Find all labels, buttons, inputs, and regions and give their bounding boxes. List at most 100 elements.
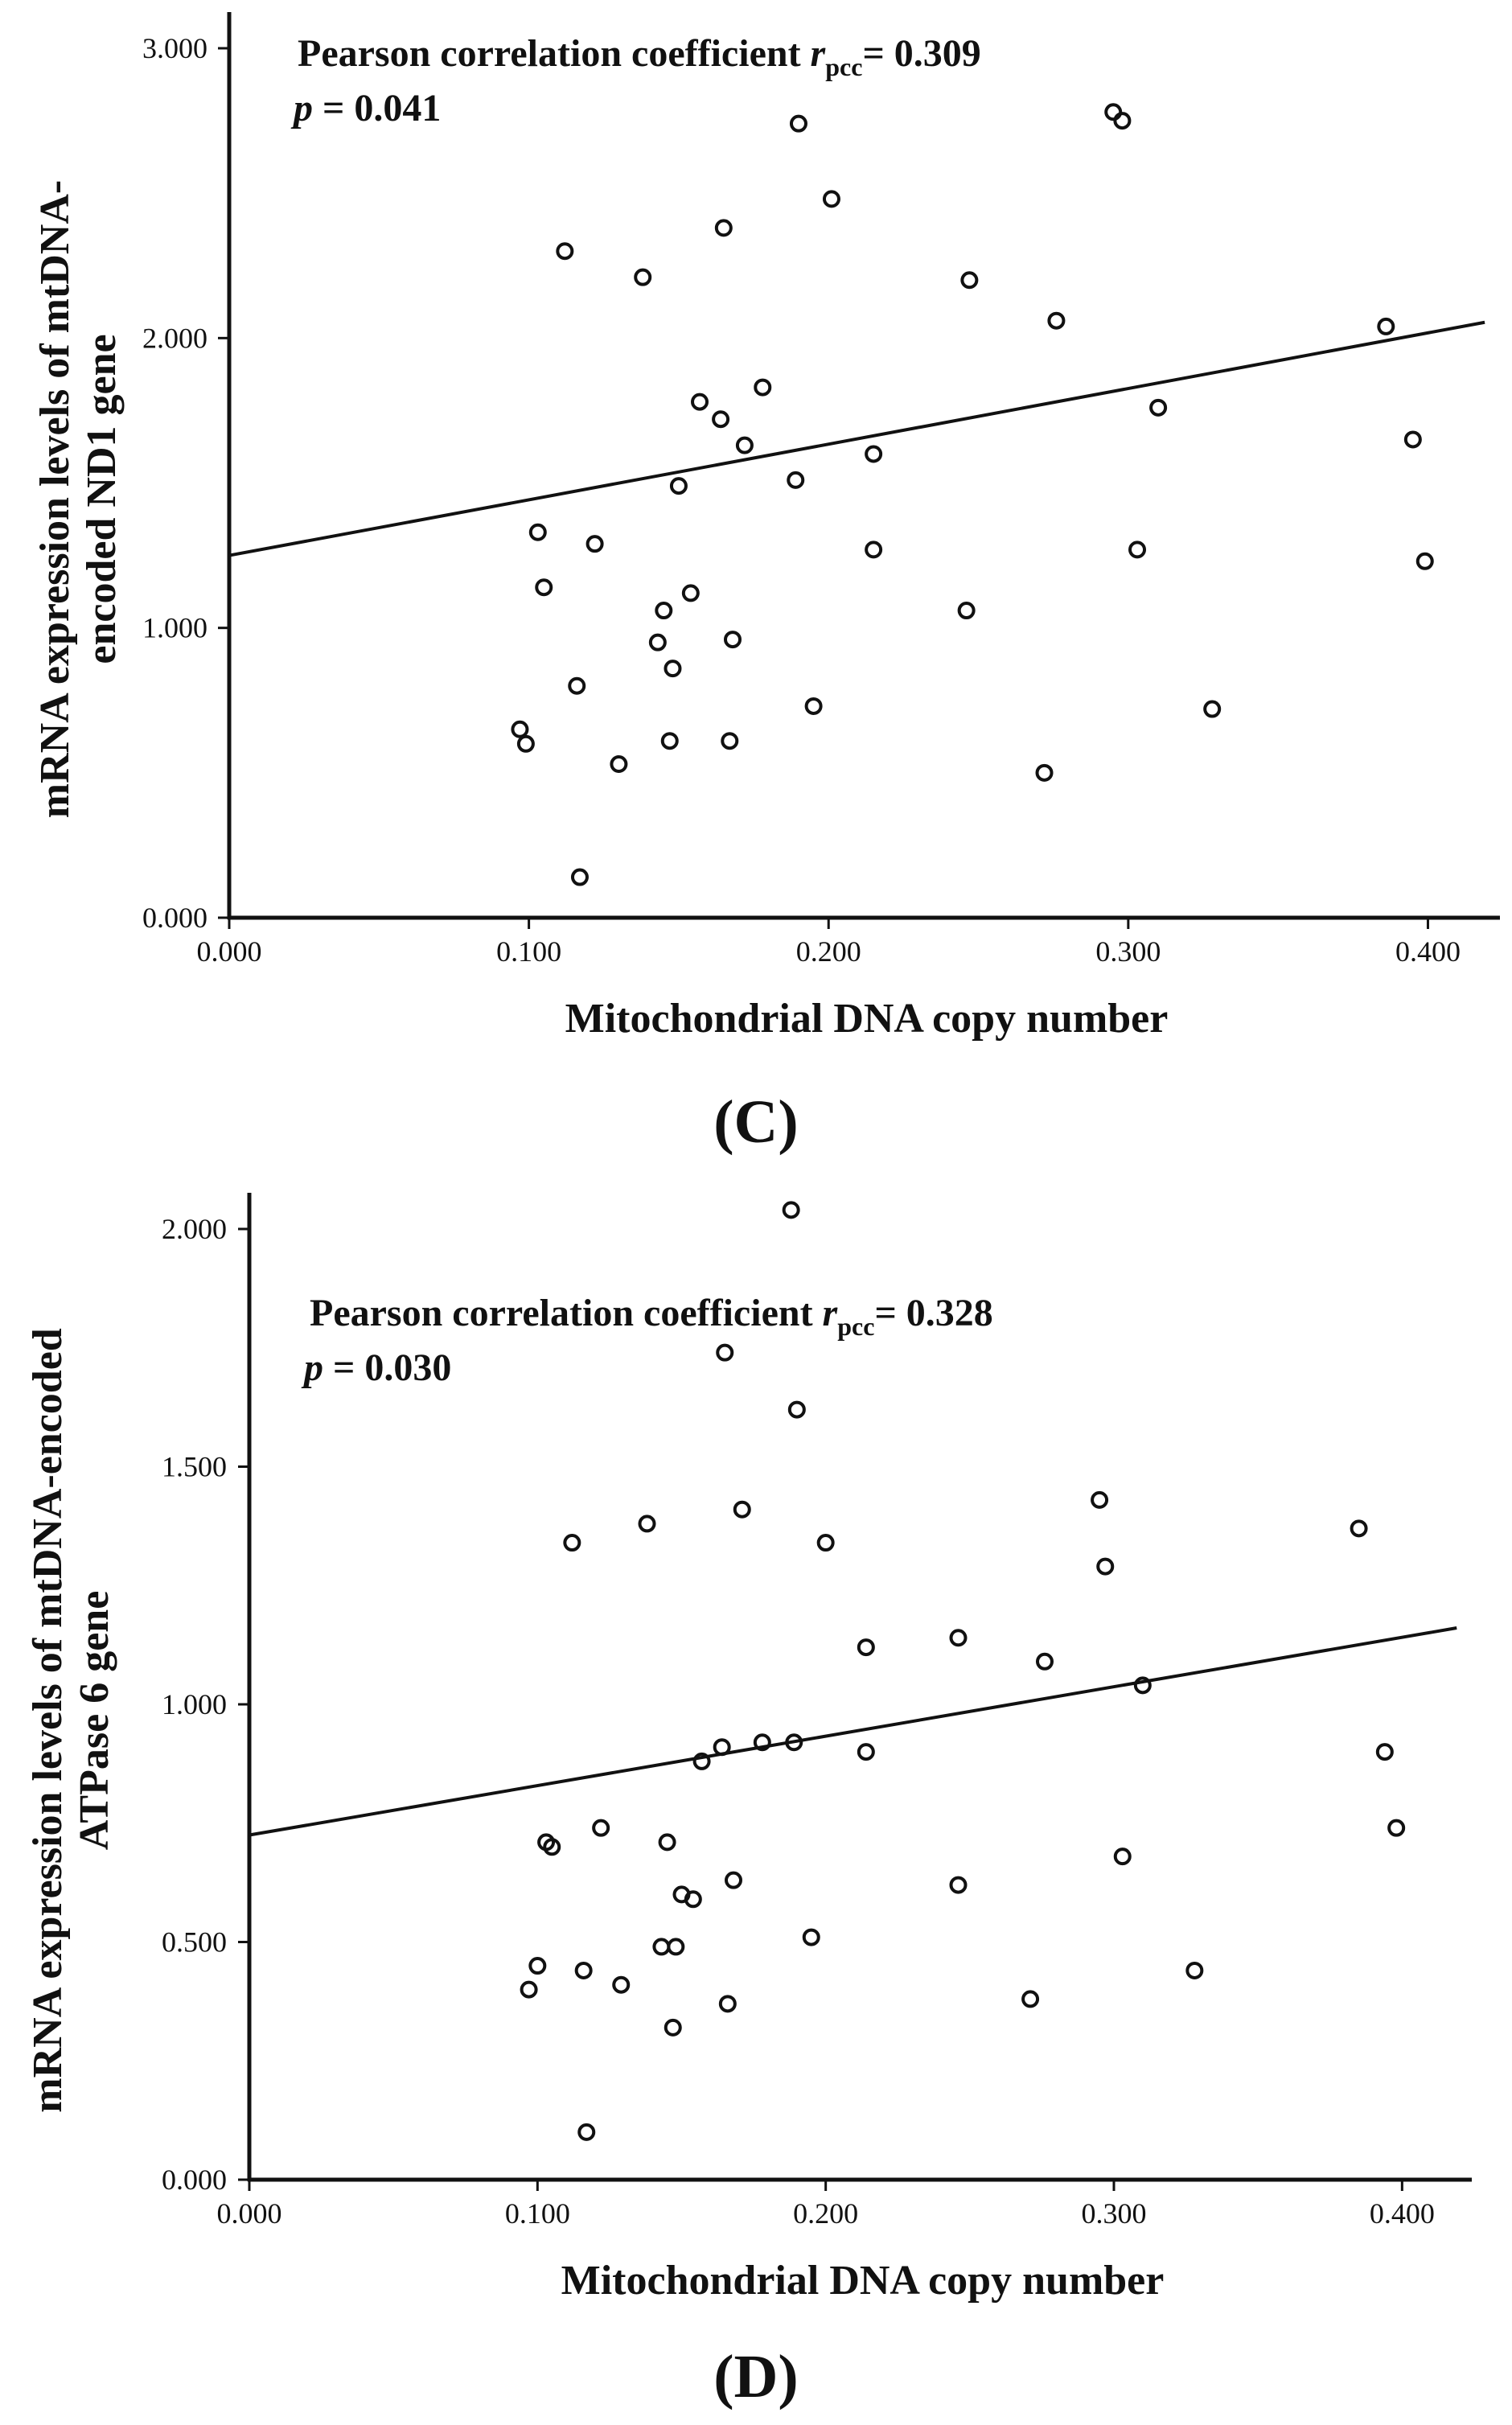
data-point: [949, 1629, 968, 1647]
panel-label: (C): [713, 1088, 799, 1156]
annotation-prefix: Pearson correlation coefficient: [310, 1292, 823, 1334]
correlation-annotation: Pearson correlation coefficient rpcc= 0.…: [298, 32, 981, 81]
data-point: [753, 1733, 771, 1752]
data-point: [1185, 1961, 1204, 1979]
data-point: [543, 1838, 561, 1856]
data-point: [610, 755, 628, 774]
data-point: [960, 271, 979, 290]
r-value: = 0.328: [874, 1292, 992, 1334]
data-point: [638, 1515, 656, 1533]
data-point: [865, 445, 883, 463]
chart-panel-d: 0.000 0.500 1.000 1.500 2.000 0.000 0.100 0.200…: [25, 1193, 1472, 2411]
y-tick-label: 0.000: [162, 2164, 227, 2196]
data-point: [865, 540, 883, 559]
data-point: [692, 1752, 711, 1770]
data-point: [789, 114, 807, 133]
y-axis-title-line: mRNA expression levels of mtDNA-encoded: [25, 1328, 71, 2112]
data-point: [822, 190, 840, 208]
data-point: [664, 2018, 682, 2037]
data-point: [1035, 763, 1054, 782]
r-symbol: r: [811, 32, 827, 75]
data-point: [714, 219, 733, 237]
data-point: [721, 732, 739, 750]
r-symbol: r: [823, 1292, 839, 1334]
data-point: [716, 1343, 734, 1362]
r-subscript: pcc: [837, 1312, 874, 1341]
y-axis-title-line: mRNA expression levels of mtDNA-: [32, 180, 78, 818]
data-point: [718, 1995, 737, 2013]
data-point: [949, 1876, 968, 1894]
data-point: [535, 578, 553, 597]
data-point: [1415, 552, 1434, 570]
x-tick-label: 0.400: [1395, 935, 1461, 968]
y-tick-label: 0.500: [162, 1926, 227, 1958]
data-point: [612, 1975, 631, 1994]
y-axis-title: mRNA expression levels of mtDNA-encoded …: [32, 180, 125, 818]
data-point: [660, 732, 679, 750]
regression-line: [228, 320, 1485, 557]
data-point: [1091, 1490, 1109, 1509]
data-point: [804, 697, 823, 715]
data-point: [658, 1833, 676, 1852]
y-tick-label: 0.000: [142, 902, 207, 934]
data-point: [735, 436, 754, 454]
chart-panel-c: 0.000 1.000 2.000 3.000 0.000 0.100 0.200 0.300…: [32, 12, 1500, 1156]
data-point: [1113, 1848, 1132, 1866]
data-point: [520, 1980, 538, 1999]
data-point: [634, 268, 652, 286]
data-point: [733, 1500, 751, 1519]
data-point: [585, 535, 604, 553]
data-point: [1149, 398, 1168, 417]
regression-line: [249, 1626, 1457, 1837]
panel-label: (D): [713, 2343, 799, 2411]
annotation-prefix: Pearson correlation coefficient: [298, 32, 811, 75]
data-point: [816, 1534, 835, 1552]
x-axis-title: Mitochondrial DNA copy number: [565, 996, 1169, 1042]
data-point: [684, 1890, 702, 1909]
data-point: [787, 471, 805, 489]
data-point: [1128, 540, 1147, 559]
data-point: [857, 1638, 875, 1657]
data-point: [1403, 430, 1422, 449]
data-point: [652, 1938, 671, 1956]
x-tick-label: 0.100: [505, 2197, 570, 2230]
data-point: [669, 477, 688, 495]
p-symbol: p: [290, 87, 313, 129]
data-point: [1021, 1990, 1040, 2008]
data-point: [681, 584, 700, 602]
data-point: [782, 1201, 800, 1219]
data-point: [574, 1961, 593, 1979]
y-tick-label: 1.500: [162, 1451, 227, 1483]
data-point: [568, 676, 586, 695]
data-point: [577, 2123, 596, 2141]
y-tick-label: 2.000: [142, 322, 207, 354]
x-tick-label: 0.400: [1370, 2197, 1435, 2230]
data-point: [957, 602, 976, 620]
x-tick-label: 0.000: [217, 2197, 282, 2230]
data-point: [754, 378, 772, 397]
data-point: [528, 1957, 547, 1975]
data-point: [511, 720, 529, 738]
y-tick-label: 2.000: [162, 1213, 227, 1245]
x-tick-label: 0.200: [796, 935, 861, 968]
x-tick-label: 0.300: [1095, 935, 1161, 968]
data-point: [857, 1743, 875, 1761]
data-point: [725, 1871, 742, 1889]
data-point: [667, 1938, 685, 1956]
p-value: = 0.030: [323, 1346, 451, 1389]
data-point: [802, 1928, 820, 1946]
p-value: = 0.041: [313, 87, 441, 129]
data-point: [691, 393, 709, 411]
data-point: [1377, 317, 1395, 335]
data-point: [648, 633, 667, 651]
r-subscript: pcc: [825, 52, 862, 81]
data-point: [556, 242, 574, 261]
y-tick-label: 1.000: [142, 612, 207, 644]
data-point: [528, 523, 547, 541]
p-value-annotation: p = 0.041: [290, 87, 441, 129]
data-point: [785, 1733, 803, 1752]
data-point: [1350, 1519, 1368, 1538]
data-point: [1113, 112, 1132, 130]
y-tick-label: 3.000: [142, 32, 207, 64]
